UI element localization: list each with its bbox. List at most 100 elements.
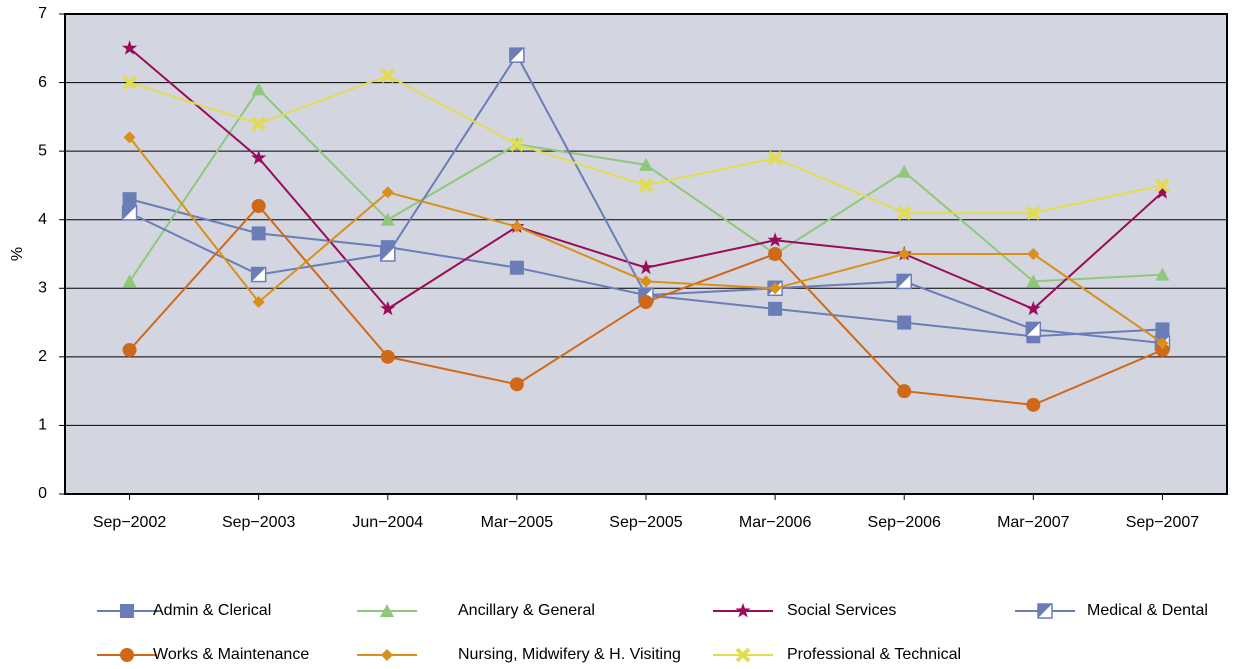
marker	[509, 377, 524, 392]
y-tick-label: 4	[38, 211, 47, 228]
y-tick-label: 1	[38, 417, 47, 434]
marker	[1037, 603, 1053, 619]
marker	[1154, 184, 1171, 199]
marker-shape	[1155, 343, 1170, 357]
marker	[735, 603, 751, 618]
marker-shape	[735, 647, 751, 663]
marker	[122, 343, 137, 357]
marker-shape	[1025, 300, 1041, 316]
marker-shape	[1155, 267, 1170, 281]
marker	[122, 75, 137, 90]
y-tick-label: 0	[38, 485, 47, 502]
marker-shape	[1025, 205, 1041, 221]
x-tick-label: Sep−2005	[609, 514, 683, 531]
marker	[252, 296, 265, 308]
marker	[120, 604, 134, 618]
marker-shape	[123, 131, 136, 144]
marker	[123, 131, 136, 144]
marker-shape	[896, 205, 912, 221]
marker-shape	[251, 226, 266, 241]
marker-shape	[640, 275, 652, 288]
marker	[768, 247, 783, 261]
marker	[640, 275, 652, 288]
marker-shape	[638, 178, 654, 193]
marker-shape	[1156, 337, 1169, 350]
legend-item: Professional & Technical	[713, 646, 961, 663]
x-tick-label: Mar−2007	[997, 514, 1070, 531]
marker	[768, 301, 783, 316]
marker	[767, 150, 783, 166]
marker-shape	[122, 192, 137, 207]
marker-shape	[380, 247, 395, 261]
marker-shape	[639, 295, 653, 309]
marker-shape	[1155, 322, 1170, 337]
y-tick-label: 3	[38, 280, 47, 297]
x-tick-label: Jun−2004	[352, 514, 423, 531]
marker-shape	[769, 282, 782, 295]
marker-shape	[121, 40, 138, 55]
legend-label: Medical & Dental	[1087, 602, 1208, 619]
marker-shape	[768, 247, 783, 261]
marker	[121, 205, 138, 221]
plot-area	[65, 14, 1227, 494]
marker-shape	[120, 604, 134, 618]
legend-label: Works & Maintenance	[153, 646, 309, 663]
legend-item: Nursing, Midwifery & H. Visiting	[357, 646, 681, 663]
marker	[381, 649, 393, 661]
marker	[251, 116, 267, 132]
marker	[896, 205, 912, 221]
x-tick-label: Sep−2006	[868, 514, 942, 531]
marker	[509, 136, 525, 152]
marker	[381, 186, 394, 199]
marker-shape	[897, 164, 912, 178]
marker-shape	[767, 232, 783, 247]
marker-shape	[122, 75, 137, 90]
marker-shape	[1026, 322, 1041, 337]
marker	[1155, 343, 1170, 357]
marker	[380, 349, 395, 364]
marker-shape	[380, 68, 396, 84]
marker	[380, 604, 394, 617]
marker-shape	[251, 150, 267, 165]
marker	[897, 164, 912, 178]
marker	[1026, 397, 1041, 412]
x-tick-label: Mar−2006	[739, 514, 812, 531]
y-tick-label: 5	[38, 142, 47, 159]
marker	[121, 40, 138, 55]
marker	[1025, 321, 1042, 338]
y-tick-label: 7	[38, 5, 47, 22]
marker-shape	[122, 274, 137, 288]
marker-shape	[381, 186, 394, 199]
marker-shape	[897, 274, 912, 289]
marker-shape	[1026, 397, 1041, 412]
legend-label: Admin & Clerical	[153, 602, 271, 619]
marker-shape	[380, 604, 394, 617]
marker-shape	[509, 377, 524, 392]
marker-shape	[251, 199, 266, 213]
marker	[122, 274, 137, 288]
marker-shape	[1155, 178, 1170, 193]
y-tick-label: 2	[38, 348, 47, 365]
marker	[122, 192, 137, 207]
marker	[509, 260, 524, 275]
marker-shape	[767, 150, 783, 166]
marker	[897, 384, 912, 399]
x-tick-label: Mar−2005	[481, 514, 554, 531]
marker-shape	[638, 259, 654, 275]
marker-shape	[380, 212, 395, 226]
marker	[251, 82, 266, 96]
marker	[1025, 300, 1041, 316]
marker	[380, 300, 396, 316]
marker-shape	[897, 315, 912, 330]
marker-shape	[1027, 248, 1040, 260]
marker-shape	[735, 603, 751, 618]
y-tick-label: 6	[38, 74, 47, 91]
marker	[1027, 248, 1040, 260]
x-tick-label: Sep−2003	[222, 514, 296, 531]
marker	[120, 648, 134, 662]
marker	[509, 47, 525, 63]
marker-shape	[251, 267, 266, 282]
marker	[251, 199, 266, 213]
marker-shape	[898, 248, 911, 260]
marker	[251, 150, 267, 165]
